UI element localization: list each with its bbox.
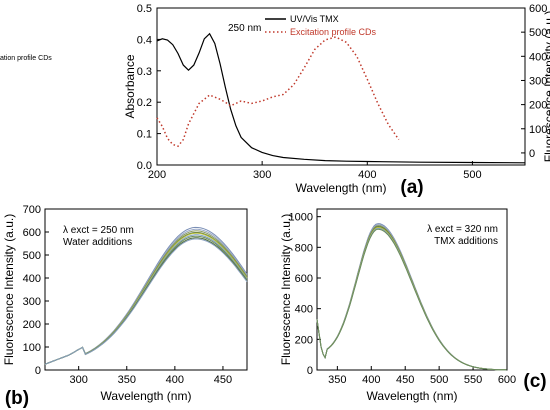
series-line-b-6: [44, 235, 248, 365]
series-line-b-5: [44, 234, 248, 365]
peak-annotation-a: 250 nm: [228, 23, 261, 34]
annotation-b: λ exct = 250 nm: [63, 225, 134, 236]
x-tick-label-b: 400: [166, 374, 184, 386]
series-line-b-8: [44, 238, 248, 365]
x-axis-label-c: Wavelength (nm): [367, 389, 458, 403]
x-tick-label-c: 500: [430, 374, 448, 386]
series-line-c-4: [316, 226, 507, 371]
y2-tick-label-a: 400: [529, 51, 547, 63]
y-tick-label-b: 600: [23, 227, 41, 239]
y-tick-label-b: 0: [35, 365, 41, 377]
x-tick-label-a: 300: [253, 169, 271, 181]
x-tick-label-c: 350: [328, 374, 346, 386]
series-line-c-2: [316, 225, 507, 371]
y-tick-label-c: 600: [295, 273, 313, 285]
x-tick-label-a: 500: [463, 169, 481, 181]
y-axis-label-c: Fluorescence Intensity (a.u.): [279, 214, 293, 365]
plot-frame-c: [316, 208, 508, 371]
y-tick-label-b: 700: [23, 204, 41, 216]
y-tick-label-c: 200: [295, 334, 313, 346]
legend-label-a: UV/Vis TMX: [290, 14, 339, 24]
x-axis-label-a: Wavelength (nm): [296, 181, 387, 195]
annotation-c: λ exct = 320 nm: [427, 224, 498, 235]
series-line-b-1: [44, 228, 248, 365]
y-tick-label-a: 0.4: [137, 34, 152, 46]
series-line-a-0: [156, 32, 526, 164]
plot-frame-a: [156, 7, 526, 166]
y2-axis-label-a: Fluorescence Intensity (a.u.): [542, 11, 550, 162]
annotation-b: Water additions: [63, 237, 132, 248]
y2-tick-label-a: 500: [529, 27, 547, 39]
ghost-text: ation profile CDs: [0, 55, 52, 62]
series-line-b-4: [44, 232, 248, 365]
y-axis-label-b: Fluorescence Intensity (a.u.): [2, 214, 16, 365]
x-tick-label-c: 550: [464, 374, 482, 386]
series-line-c-5: [316, 227, 507, 371]
y-tick-label-b: 500: [23, 250, 41, 262]
series-line-b-7: [44, 237, 248, 365]
y2-tick-label-a: 600: [529, 3, 547, 15]
y-tick-label-c: 800: [295, 242, 313, 254]
x-tick-label-c: 400: [362, 374, 380, 386]
y-tick-label-a: 0.0: [137, 160, 152, 172]
annotation-c: TMX additions: [434, 236, 498, 247]
series-line-a-1: [156, 36, 400, 148]
y-axis-label-a: Absorbance: [123, 54, 137, 118]
y-tick-label-a: 0.3: [137, 66, 152, 78]
x-tick-label-c: 600: [498, 374, 516, 386]
y-tick-label-c: 1000: [289, 212, 313, 224]
y-tick-label-a: 0.5: [137, 3, 152, 15]
y-tick-label-b: 100: [23, 342, 41, 354]
plot-frame-b: [44, 208, 248, 371]
y-tick-label-b: 300: [23, 296, 41, 308]
x-axis-label-b: Wavelength (nm): [101, 389, 192, 403]
y2-tick-label-a: 300: [529, 75, 547, 87]
y-tick-label-b: 400: [23, 273, 41, 285]
y2-tick-label-a: 100: [529, 124, 547, 136]
series-line-b-3: [44, 232, 248, 365]
panel-label-c: (c): [523, 371, 546, 392]
x-tick-label-a: 400: [358, 169, 376, 181]
panel-label-a: (a): [400, 177, 423, 198]
series-line-c-3: [316, 225, 507, 371]
x-tick-label-c: 450: [396, 374, 414, 386]
y-tick-label-c: 400: [295, 304, 313, 316]
x-tick-label-b: 450: [214, 374, 232, 386]
panel-label-b: (b): [5, 388, 29, 409]
y-tick-label-a: 0.1: [137, 129, 152, 141]
y-tick-label-a: 0.2: [137, 97, 152, 109]
x-tick-label-b: 300: [69, 374, 87, 386]
x-tick-label-a: 200: [148, 169, 166, 181]
legend-label-a: Excitation profile CDs: [290, 27, 377, 37]
y-tick-label-b: 200: [23, 319, 41, 331]
y2-tick-label-a: 0: [529, 148, 535, 160]
y2-tick-label-a: 200: [529, 100, 547, 112]
y-tick-label-c: 0: [307, 365, 313, 377]
x-tick-label-b: 350: [118, 374, 136, 386]
series-line-b-2: [44, 230, 248, 365]
series-line-c-6: [316, 228, 507, 371]
